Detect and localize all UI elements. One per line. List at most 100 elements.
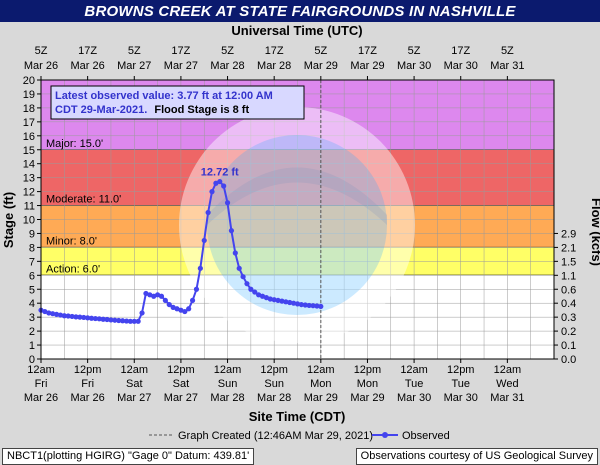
bottom-tick-label-day: Fri: [35, 378, 48, 390]
y-tick-label: 6: [29, 270, 35, 282]
y-tick-label: 9: [29, 228, 35, 240]
top-tick-label-date: Mar 30: [444, 60, 478, 72]
right-axis-ticks: 0.0 0.1 0.2 0.3 0.4 0.6 1.1 1.5 2.1 2.9: [554, 228, 576, 366]
data-point: [205, 209, 211, 216]
data-point: [314, 303, 320, 309]
data-point: [120, 318, 126, 324]
bottom-tick-label-date: Mar 29: [350, 392, 384, 404]
data-point: [310, 303, 316, 309]
data-point: [100, 316, 106, 322]
data-point: [96, 316, 102, 322]
legend-observed: Observed: [402, 430, 450, 442]
top-tick-label-time: 5Z: [128, 45, 141, 57]
bottom-tick-label-date: Mar 26: [24, 392, 58, 404]
bottom-tick-label-day: Fri: [81, 378, 94, 390]
top-tick-label-time: 5Z: [408, 45, 421, 57]
watermark-seagull: [207, 167, 387, 225]
bottom-axis-ticks: 12am Fri Mar 26 12pm Fri Mar 26 12am Sat Mar 27 1…: [24, 359, 524, 404]
data-point: [182, 308, 188, 315]
flow-tick-label: 2.9: [561, 228, 576, 240]
footer-attribution: Observations courtesy of US Geological S…: [355, 448, 598, 465]
data-point: [221, 183, 227, 189]
bottom-tick-label-time: 12pm: [74, 364, 102, 376]
data-point: [236, 265, 242, 271]
data-point: [244, 281, 250, 287]
y-tick-label: 15: [23, 145, 35, 157]
bottom-tick-label-time: 12am: [307, 364, 335, 376]
top-tick-label-time: 17Z: [451, 45, 470, 57]
data-point: [85, 315, 91, 321]
data-point: [279, 298, 285, 304]
y-tick-label: 17: [23, 117, 35, 129]
top-tick-label-date: Mar 27: [117, 60, 151, 72]
annotation-flood-stage: Flood Stage is 8 ft: [154, 104, 249, 116]
y-tick-label: 20: [23, 75, 35, 87]
data-point: [287, 299, 293, 306]
data-point: [201, 237, 207, 244]
data-point: [283, 299, 289, 305]
bottom-tick-label-date: Mar 28: [257, 392, 291, 404]
y-tick-label: 11: [24, 201, 35, 213]
legend-graph-created: Graph Created (12:46AM Mar 29, 2021): [178, 430, 373, 442]
flow-tick-label: 0.3: [561, 312, 576, 324]
bottom-tick-label-time: 12pm: [167, 364, 195, 376]
top-tick-label-date: Mar 28: [210, 60, 244, 72]
chart-title: BROWNS CREEK AT STATE FAIRGROUNDS IN NAS…: [84, 3, 516, 20]
top-tick-label-time: 17Z: [171, 45, 190, 57]
y-tick-label: 13: [23, 173, 35, 185]
data-point: [57, 312, 64, 318]
y-tick-label: 2: [29, 326, 35, 338]
y-tick-label: 12: [23, 187, 35, 199]
data-point: [92, 315, 99, 322]
top-tick-label-time: 17Z: [78, 45, 97, 57]
data-point: [248, 286, 254, 292]
top-tick-label-date: Mar 26: [24, 60, 58, 72]
top-tick-label-time: 5Z: [314, 45, 327, 57]
band-label: Minor: 8.0': [46, 235, 97, 247]
flow-tick-label: 0.4: [561, 298, 576, 310]
top-tick-label-date: Mar 30: [397, 60, 431, 72]
data-point: [104, 316, 110, 323]
y-tick-label: 3: [29, 312, 35, 324]
bottom-tick-label-date: Mar 29: [304, 392, 338, 404]
bottom-tick-label-time: 12pm: [447, 364, 475, 376]
data-point: [46, 310, 52, 316]
data-point: [50, 311, 56, 317]
data-point: [112, 317, 118, 323]
band-label: Major: 15.0': [46, 138, 103, 150]
data-point: [213, 180, 219, 186]
top-tick-label-time: 17Z: [265, 45, 284, 57]
y-tick-label: 16: [23, 131, 35, 143]
bottom-tick-label-time: 12pm: [260, 364, 288, 376]
data-point: [61, 313, 67, 319]
data-point: [123, 318, 130, 324]
bottom-tick-label-date: Mar 30: [444, 392, 478, 404]
top-tick-label-date: Mar 29: [350, 60, 384, 72]
data-point: [53, 311, 60, 317]
y-tick-label: 4: [29, 298, 35, 310]
bottom-tick-label-date: Mar 27: [164, 392, 198, 404]
band-label: Action: 6.0': [46, 263, 100, 275]
data-point: [298, 301, 304, 308]
flow-tick-label: 0.2: [561, 326, 576, 338]
data-point: [240, 274, 246, 280]
top-tick-label-date: Mar 26: [71, 60, 105, 72]
flow-tick-label: 2.1: [561, 242, 576, 254]
top-axis-ticks: 5Z Mar 26 17Z Mar 26 5Z Mar 27 17Z Mar 27 5Z Mar …: [24, 45, 524, 80]
data-point: [224, 200, 231, 206]
bottom-tick-label-day: Tue: [451, 378, 470, 390]
y-tick-label: 1: [29, 340, 35, 352]
flow-tick-label: 0.1: [561, 340, 576, 352]
bottom-tick-label-date: Mar 30: [397, 392, 431, 404]
annotation-line-2: CDT 29-Mar-2021. Flood Stage is 8 ft: [55, 104, 249, 116]
data-point: [252, 289, 258, 295]
data-point: [158, 293, 165, 299]
top-tick-label-date: Mar 29: [304, 60, 338, 72]
flow-tick-label: 0.0: [561, 354, 576, 366]
bottom-tick-label-time: 12am: [214, 364, 242, 376]
data-point: [88, 315, 95, 321]
noaa-watermark: [179, 107, 415, 343]
data-point: [139, 310, 145, 316]
data-point: [162, 297, 168, 304]
